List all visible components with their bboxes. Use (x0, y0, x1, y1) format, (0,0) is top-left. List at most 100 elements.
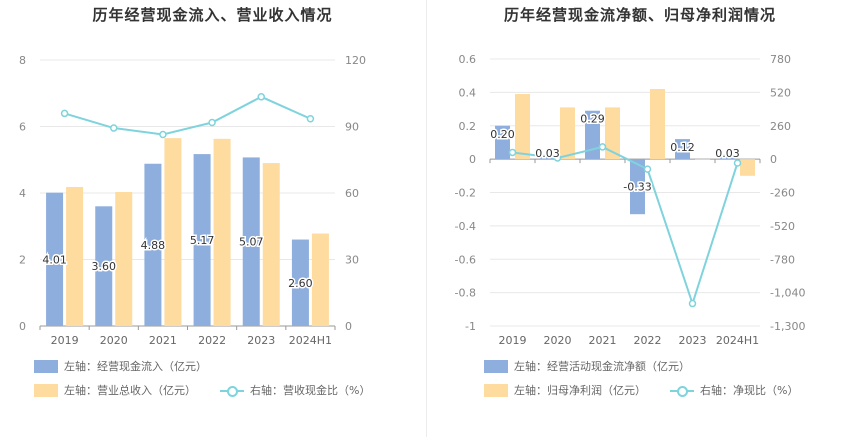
data-label: 2.60 (288, 277, 313, 290)
chart-right-title: 历年经营现金流净额、归母净利润情况 (503, 6, 776, 24)
line-point (110, 124, 118, 132)
x-tick-label: 2020 (100, 334, 128, 347)
chart-right-plot: -1 -0.8 -0.6 -0.4 -0.2 0 0.2 0.4 0.6 -1,300 -1,040… (455, 53, 806, 347)
bar-series-2 (66, 187, 84, 326)
bar-series-2 (740, 159, 755, 176)
legend-label-revenue: 左轴：营业总收入（亿元） (64, 384, 196, 397)
line-series (64, 95, 311, 136)
bar-series-2 (560, 107, 575, 160)
legend-swatch-revenue (34, 383, 58, 397)
bar-series-2 (650, 89, 665, 160)
bar-series-1 (495, 125, 510, 160)
legend-label-net-cash-ratio: 右轴：净现比（%） (700, 384, 799, 397)
chart-left-title: 历年经营现金流入、营业收入情况 (92, 6, 333, 24)
legend-swatch-cash-ratio (220, 384, 244, 397)
left-tick-label: 0 (19, 320, 26, 333)
legend-swatch-net-cashflow (484, 359, 508, 373)
left-tick-label: -0.4 (455, 220, 476, 233)
data-label: 4.01 (42, 253, 67, 266)
left-tick-label: 6 (19, 121, 26, 134)
data-label: -0.33 (623, 181, 651, 194)
data-label: 0.20 (490, 128, 515, 141)
data-label: 0.12 (670, 141, 695, 154)
x-tick-label: 2023 (247, 334, 275, 347)
right-tick-label: 60 (345, 187, 359, 200)
left-tick-label: -0.8 (455, 287, 476, 300)
chart-divider (426, 0, 427, 437)
bar-series-1 (46, 192, 64, 326)
bar-series-1 (242, 157, 260, 326)
line-point (257, 93, 265, 101)
bar-series-1 (144, 163, 162, 326)
data-label: 3.60 (92, 260, 117, 273)
left-tick-label: -0.2 (455, 187, 476, 200)
left-tick-label: -0.6 (455, 253, 476, 266)
legend-item-inflow[interactable]: 左轴：经营现金流入（亿元） (34, 358, 207, 374)
right-tick-label: 90 (345, 121, 359, 134)
x-tick-label: 2022 (634, 334, 662, 347)
right-tick-label: 30 (345, 254, 359, 267)
bar-series-2 (695, 159, 710, 160)
bar-series-1 (630, 159, 645, 215)
legend-swatch-net-cash-ratio (670, 384, 694, 397)
data-label: 0.03 (535, 147, 560, 160)
right-tick-label: 520 (770, 86, 791, 99)
data-label: 0.03 (715, 147, 740, 160)
line-point (553, 154, 562, 162)
right-tick-label: 0 (770, 153, 777, 166)
data-label: 4.88 (141, 239, 166, 252)
bar-series-2 (515, 94, 530, 160)
left-tick-label: 0.6 (459, 53, 477, 66)
x-tick-label: 2024H1 (289, 334, 332, 347)
legend-item-net-cashflow[interactable]: 左轴：经营活动现金流净额（亿元） (484, 358, 690, 374)
right-tick-label: 120 (345, 54, 366, 67)
line-point (208, 118, 216, 127)
legend-label-cash-ratio: 右轴：营收现金比（%） (250, 384, 371, 397)
left-tick-label: 4 (19, 187, 26, 200)
right-tick-label: 260 (770, 120, 791, 133)
bar-series-2 (262, 163, 280, 326)
x-tick-label: 2021 (589, 334, 617, 347)
legend-item-revenue[interactable]: 左轴：营业总收入（亿元） (34, 382, 196, 398)
data-label: 5.07 (239, 236, 264, 249)
left-tick-label: 0.2 (459, 120, 477, 133)
right-tick-label: -520 (770, 220, 795, 233)
bar-series-2 (164, 138, 182, 326)
line-point (688, 299, 697, 308)
data-label: 5.17 (190, 234, 215, 247)
chart-left: 历年经营现金流入、营业收入情况 0 2 4 6 8 0 30 60 90 120 2019 2020 2… (19, 6, 370, 398)
legend-item-cash-ratio[interactable]: 右轴：营收现金比（%） (220, 382, 370, 398)
line-point (733, 159, 742, 167)
x-tick-label: 2019 (499, 334, 527, 347)
line-point (159, 130, 167, 139)
x-tick-label: 2022 (198, 334, 226, 347)
bar-series-1 (193, 154, 211, 326)
right-tick-label: -260 (770, 187, 795, 200)
line-series (512, 145, 739, 307)
left-tick-label: -1 (465, 320, 476, 333)
legend-item-net-cash-ratio[interactable]: 右轴：净现比（%） (670, 382, 798, 398)
x-tick-label: 2024H1 (716, 334, 759, 347)
right-tick-label: 0 (345, 320, 352, 333)
bar-series-1 (95, 206, 113, 326)
x-tick-label: 2021 (149, 334, 177, 347)
chart-right: 历年经营现金流净额、归母净利润情况 -1 -0.8 -0.6 -0.4 -0.2 0 0.2… (430, 0, 850, 437)
legend-swatch-net-profit (484, 383, 508, 397)
left-tick-label: 0.4 (459, 86, 477, 99)
legend-label-net-profit: 左轴：归母净利润（亿元） (514, 384, 646, 397)
line-point (643, 165, 652, 173)
right-tick-label: -1,040 (770, 287, 805, 300)
bar-series-1 (675, 139, 690, 160)
line-point (508, 148, 517, 157)
right-tick-label: -780 (770, 253, 795, 266)
x-tick-label: 2023 (679, 334, 707, 347)
bar-series-2 (605, 107, 620, 160)
chart-left-plot: 0 2 4 6 8 0 30 60 90 120 2019 2020 2021 2022 2023 2024H… (19, 54, 366, 347)
bar-series-2 (115, 192, 133, 326)
bar-series-1 (291, 239, 309, 326)
line-point (598, 143, 607, 151)
left-tick-label: 0 (469, 153, 476, 166)
bar-series-1 (585, 110, 600, 160)
legend-item-net-profit[interactable]: 左轴：归母净利润（亿元） (484, 382, 646, 398)
legend-label-net-cashflow: 左轴：经营活动现金流净额（亿元） (514, 360, 690, 373)
